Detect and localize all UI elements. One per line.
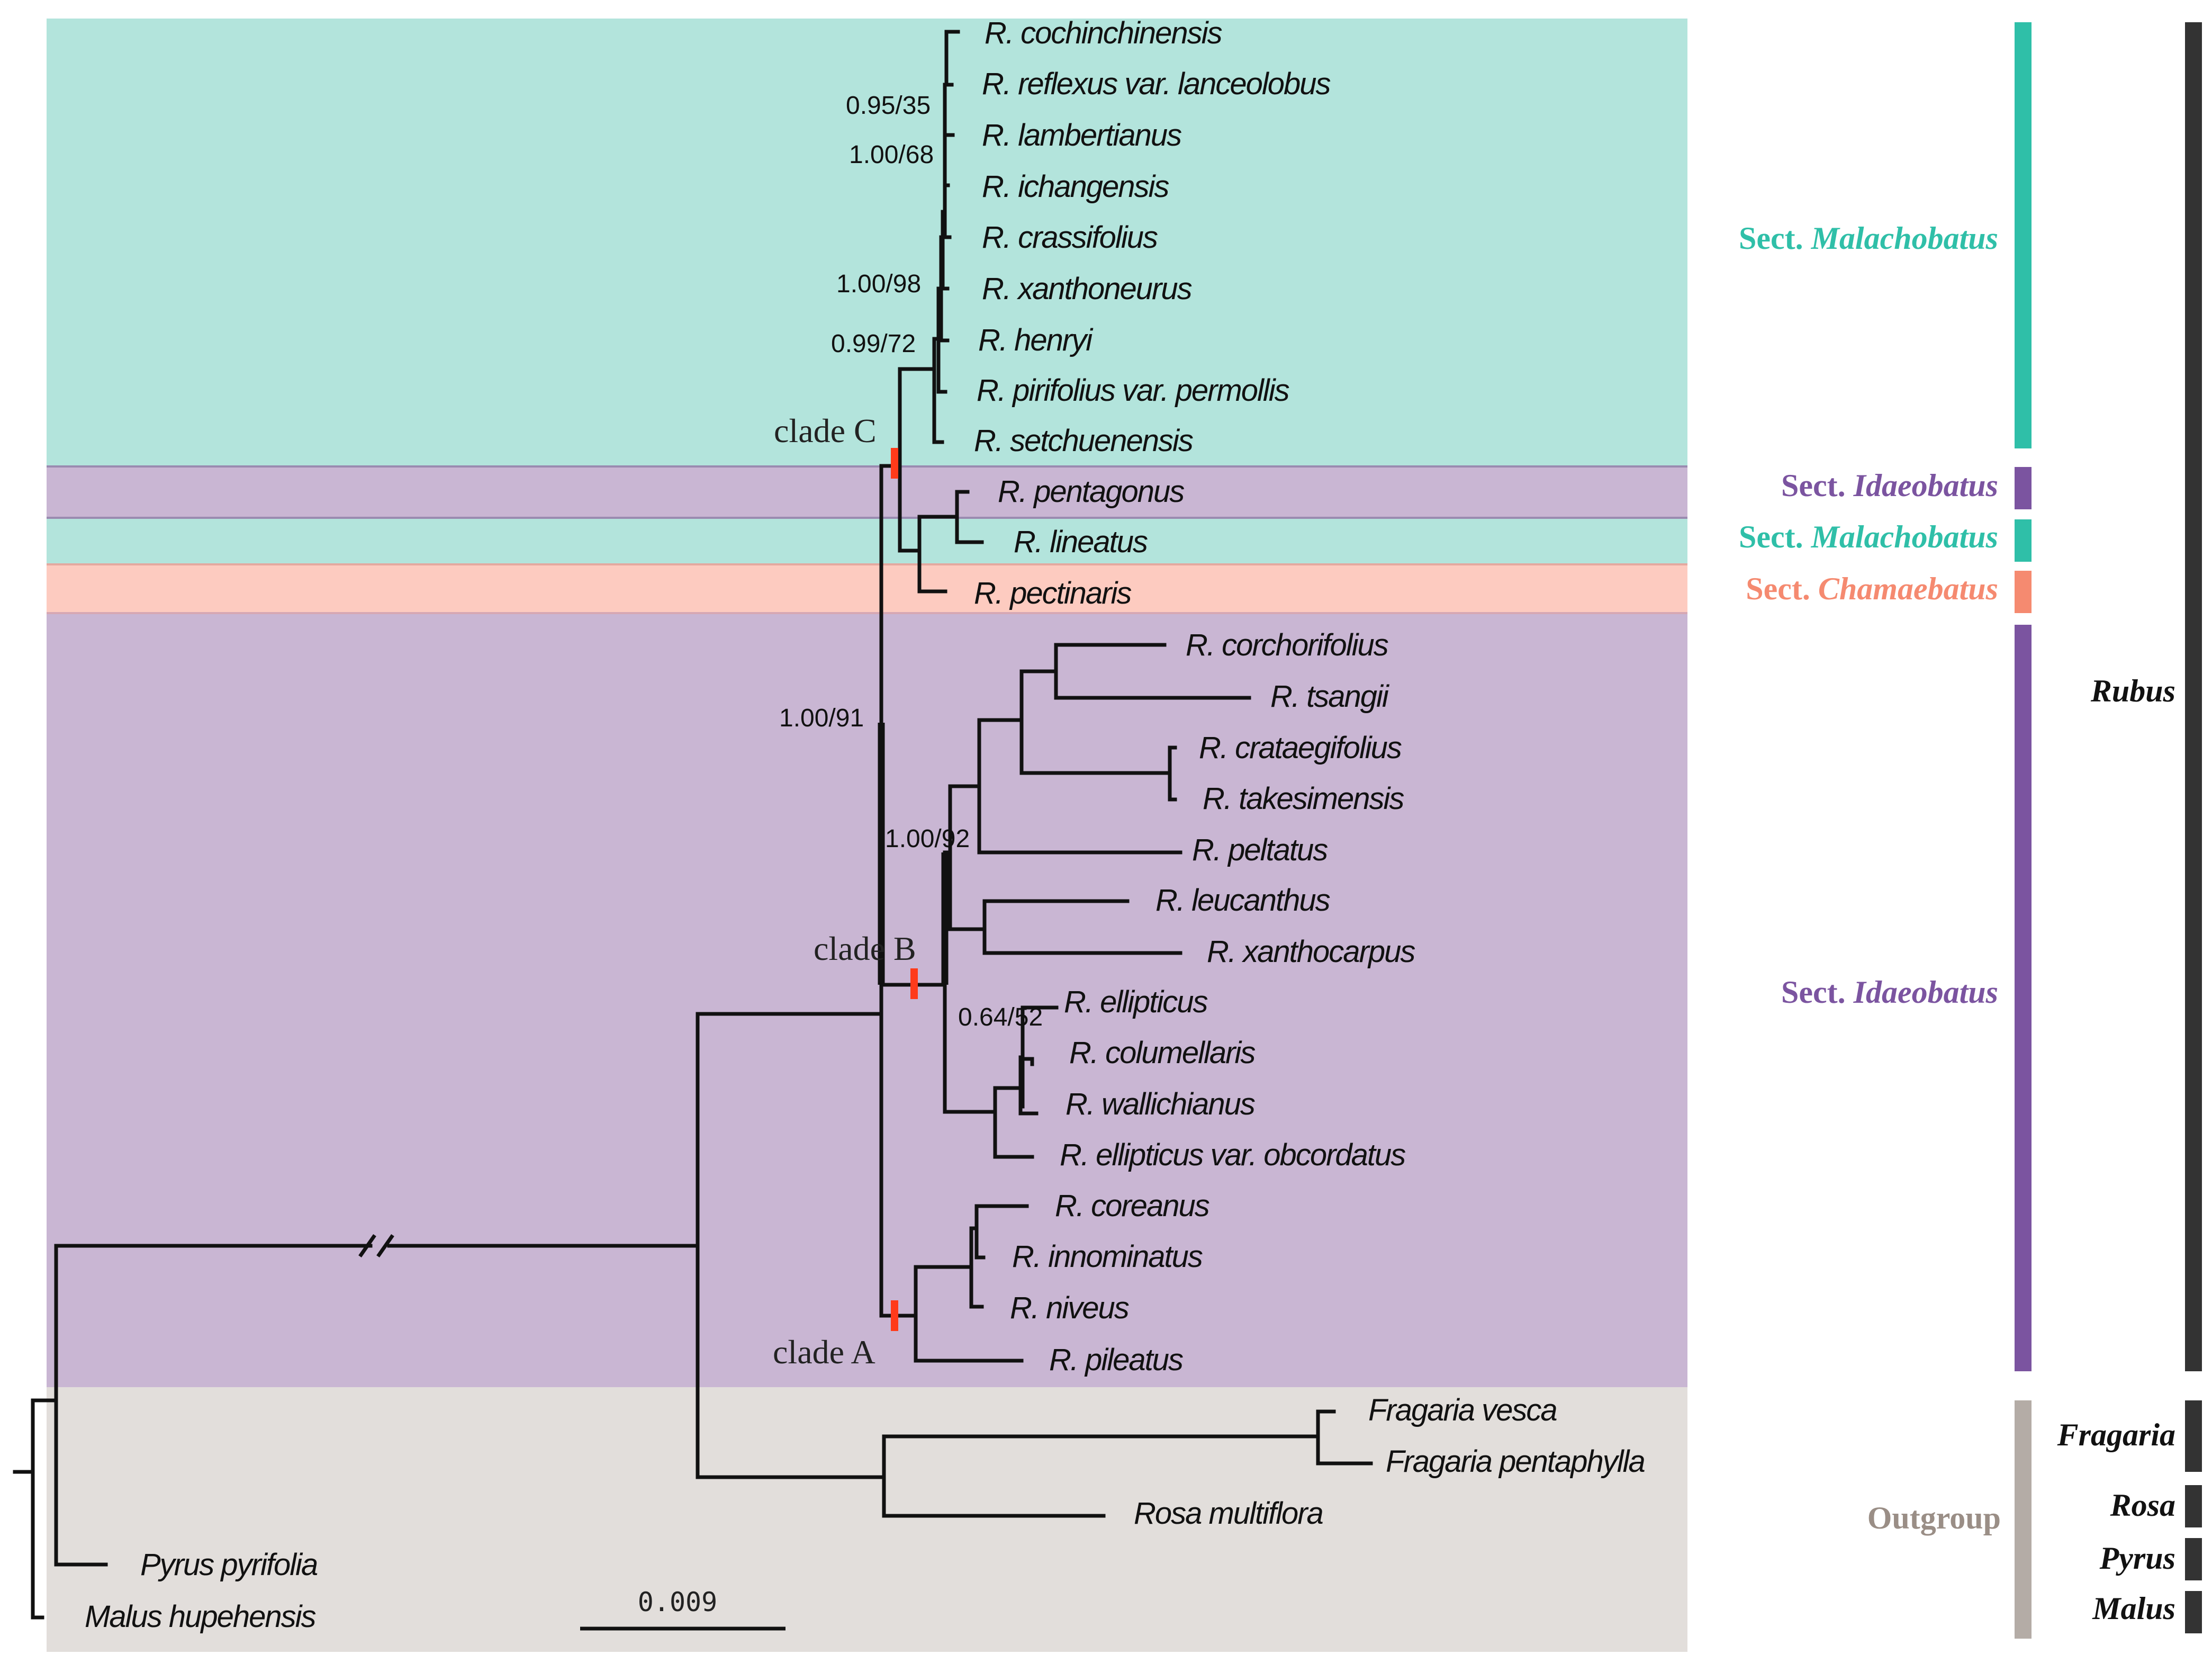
section-label-malachobatus: Sect. Malachobatus	[1739, 221, 1998, 256]
section-label-idaeobatus: Sect. Idaeobatus	[1781, 975, 1998, 1010]
support-value: 0.64/52	[958, 1003, 1043, 1031]
taxon-label: R. takesimensis	[1203, 781, 1404, 816]
taxon-label: R. corchorifolius	[1186, 628, 1388, 662]
band-idaeobatus-small	[47, 466, 1687, 518]
clade-c-marker	[891, 448, 898, 479]
taxon-label: R. reflexus var. lanceolobus	[982, 67, 1331, 101]
taxon-label: Fragaria pentaphylla	[1386, 1444, 1645, 1479]
band-outgroup	[47, 1387, 1687, 1652]
taxon-label: R. innominatus	[1012, 1239, 1203, 1274]
taxon-label: R. henryi	[978, 323, 1094, 357]
genus-labels: Rubus Fragaria Rosa Pyrus Malus	[2057, 673, 2175, 1626]
genus-label-fragaria: Fragaria	[2057, 1417, 2175, 1452]
taxon-label: R. pileatus	[1049, 1343, 1183, 1377]
taxon-label: R. peltatus	[1192, 833, 1328, 867]
section-bar-outgroup	[2015, 1400, 2032, 1639]
taxon-label: R. crataegifolius	[1199, 731, 1402, 765]
section-bar-malachobatus	[2015, 519, 2032, 562]
section-labels: Sect. Malachobatus Sect. Idaeobatus Sect…	[1739, 221, 2001, 1535]
support-value: 1.00/98	[836, 270, 921, 298]
taxon-label: R. crassifolius	[982, 220, 1158, 255]
clade-a-label: clade A	[773, 1333, 875, 1371]
band-chamaebatus	[47, 564, 1687, 613]
taxon-label: R. wallichianus	[1066, 1087, 1255, 1121]
taxon-label: R. ichangensis	[982, 169, 1169, 204]
clade-a-marker	[891, 1300, 898, 1331]
genus-bar-rosa	[2185, 1485, 2202, 1527]
band-idaeobatus-large	[47, 613, 1687, 1387]
support-value: 0.95/35	[846, 92, 931, 120]
taxon-label: R. niveus	[1010, 1291, 1129, 1325]
genus-bar-malus	[2185, 1591, 2202, 1633]
support-value: 0.99/72	[831, 330, 916, 358]
taxon-label: R. coreanus	[1055, 1189, 1209, 1223]
support-values: 0.95/35 1.00/68 1.00/98 0.99/72 1.00/91 …	[779, 92, 1043, 1031]
taxon-label: R. ellipticus var. obcordatus	[1060, 1138, 1405, 1172]
section-label-idaeobatus: Sect. Idaeobatus	[1781, 468, 1998, 503]
band-malachobatus-top	[47, 19, 1687, 466]
taxon-label: R. cochinchinensis	[985, 16, 1222, 50]
taxon-label: R. pectinaris	[974, 576, 1131, 610]
taxon-label: R. columellaris	[1069, 1036, 1255, 1070]
support-value: 1.00/91	[779, 704, 864, 732]
taxon-label: R. ellipticus	[1064, 985, 1208, 1019]
section-bar-idaeobatus	[2015, 467, 2032, 509]
section-bar-malachobatus	[2015, 22, 2032, 448]
taxon-label: Pyrus pyrifolia	[140, 1548, 318, 1582]
clade-b-marker	[910, 968, 918, 999]
taxon-label: R. pentagonus	[998, 474, 1184, 509]
taxon-label: Rosa multiflora	[1134, 1496, 1323, 1531]
genus-label-rosa: Rosa	[2110, 1488, 2175, 1523]
section-bar-chamaebatus	[2015, 571, 2032, 613]
scale-bar-label: 0.009	[638, 1587, 718, 1617]
taxon-label: R. pirifolius var. permollis	[977, 373, 1289, 408]
section-bar-idaeobatus	[2015, 625, 2032, 1371]
taxon-label: R. lambertianus	[982, 118, 1181, 152]
genus-label-pyrus: Pyrus	[2099, 1541, 2175, 1576]
clade-b-label: clade B	[814, 930, 916, 967]
section-label-chamaebatus: Sect. Chamaebatus	[1746, 571, 1998, 606]
section-label-malachobatus: Sect. Malachobatus	[1739, 519, 1998, 554]
tree-branches	[13, 30, 1373, 1620]
support-value: 1.00/68	[849, 141, 934, 169]
clade-c-label: clade C	[774, 412, 877, 450]
genus-label-malus: Malus	[2092, 1591, 2175, 1626]
taxon-label: R. xanthocarpus	[1207, 934, 1415, 969]
support-value: 1.00/92	[885, 825, 970, 853]
taxon-label: R. setchuenensis	[974, 424, 1193, 458]
taxon-labels: R. cochinchinensis R. reflexus var. lanc…	[85, 16, 1646, 1634]
taxon-label: Malus hupehensis	[85, 1599, 316, 1634]
taxon-label: Fragaria vesca	[1368, 1393, 1557, 1427]
taxon-label: R. lineatus	[1014, 525, 1148, 559]
genus-label-rubus: Rubus	[2090, 673, 2175, 708]
taxon-label: R. leucanthus	[1155, 883, 1330, 918]
band-malachobatus-small	[47, 518, 1687, 564]
taxon-label: R. tsangii	[1270, 679, 1390, 714]
taxon-label: R. xanthoneurus	[982, 272, 1192, 306]
genus-bar-pyrus	[2185, 1538, 2202, 1580]
genus-bar-rubus	[2185, 22, 2202, 1371]
genus-bar-fragaria	[2185, 1400, 2202, 1472]
section-label-outgroup: Outgroup	[1867, 1500, 2001, 1535]
